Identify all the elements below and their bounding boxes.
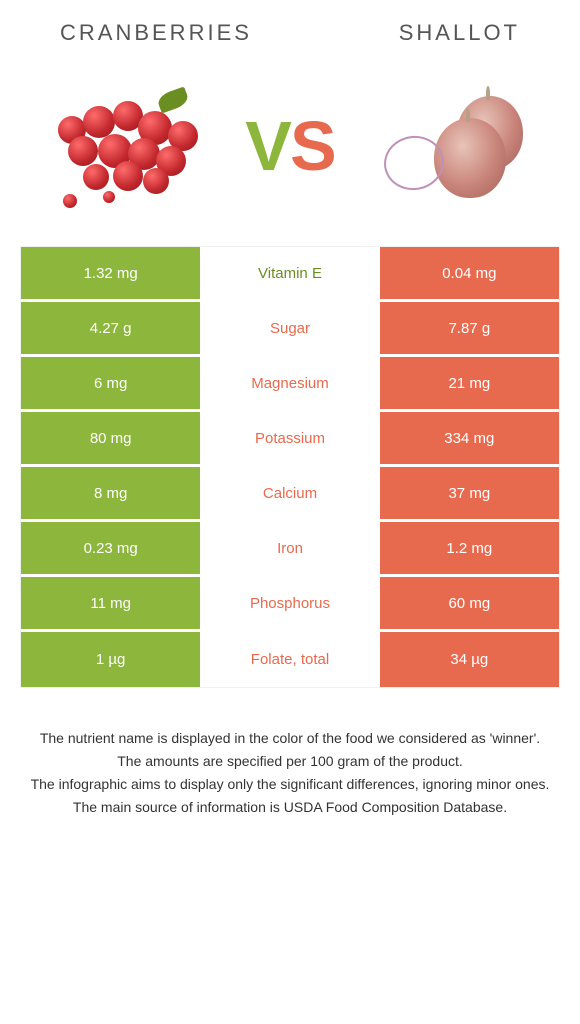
left-value: 11 mg (21, 577, 200, 629)
right-value: 34 µg (380, 632, 559, 687)
table-row: 1 µgFolate, total34 µg (21, 632, 559, 687)
nutrient-label: Iron (200, 522, 379, 574)
right-title: SHALLOT (399, 20, 520, 46)
vs-s: S (290, 106, 335, 186)
hero-row: VS (20, 66, 560, 246)
table-row: 11 mgPhosphorus60 mg (21, 577, 559, 632)
table-row: 80 mgPotassium334 mg (21, 412, 559, 467)
footer-line: The infographic aims to display only the… (30, 774, 550, 795)
table-row: 6 mgMagnesium21 mg (21, 357, 559, 412)
left-value: 8 mg (21, 467, 200, 519)
right-value: 1.2 mg (380, 522, 559, 574)
right-value: 7.87 g (380, 302, 559, 354)
left-value: 1 µg (21, 632, 200, 687)
vs-label: VS (245, 106, 334, 186)
table-row: 0.23 mgIron1.2 mg (21, 522, 559, 577)
nutrient-label: Folate, total (200, 632, 379, 687)
left-value: 1.32 mg (21, 247, 200, 299)
right-value: 37 mg (380, 467, 559, 519)
nutrient-label: Potassium (200, 412, 379, 464)
right-value: 334 mg (380, 412, 559, 464)
right-value: 0.04 mg (380, 247, 559, 299)
vs-v: V (245, 106, 290, 186)
nutrition-table: 1.32 mgVitamin E0.04 mg4.27 gSugar7.87 g… (20, 246, 560, 688)
nutrient-label: Sugar (200, 302, 379, 354)
footer-line: The main source of information is USDA F… (30, 797, 550, 818)
shallot-illustration (372, 76, 532, 216)
footer-line: The amounts are specified per 100 gram o… (30, 751, 550, 772)
right-value: 60 mg (380, 577, 559, 629)
table-row: 1.32 mgVitamin E0.04 mg (21, 247, 559, 302)
left-value: 6 mg (21, 357, 200, 409)
table-row: 8 mgCalcium37 mg (21, 467, 559, 522)
left-value: 4.27 g (21, 302, 200, 354)
nutrient-label: Magnesium (200, 357, 379, 409)
left-title: CRANBERRIES (60, 20, 252, 46)
nutrient-label: Vitamin E (200, 247, 379, 299)
cranberries-illustration (48, 76, 208, 216)
nutrient-label: Phosphorus (200, 577, 379, 629)
left-value: 80 mg (21, 412, 200, 464)
table-row: 4.27 gSugar7.87 g (21, 302, 559, 357)
left-value: 0.23 mg (21, 522, 200, 574)
footer-line: The nutrient name is displayed in the co… (30, 728, 550, 749)
right-value: 21 mg (380, 357, 559, 409)
nutrient-label: Calcium (200, 467, 379, 519)
footer-notes: The nutrient name is displayed in the co… (20, 688, 560, 818)
header: CRANBERRIES SHALLOT (20, 20, 560, 66)
